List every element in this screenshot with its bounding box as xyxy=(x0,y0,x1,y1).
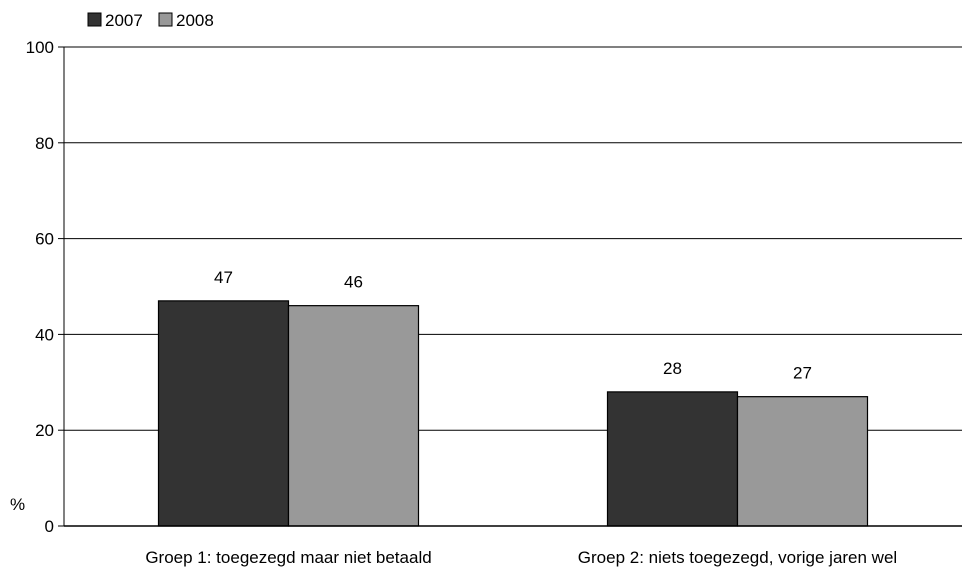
bar-2008 xyxy=(287,305,420,527)
bar-2007 xyxy=(157,300,290,527)
axes xyxy=(58,46,962,527)
category-label: Groep 1: toegezegd maar niet betaald xyxy=(145,548,431,567)
data-label: 27 xyxy=(793,364,812,383)
data-label: 47 xyxy=(214,268,233,287)
data-label: 28 xyxy=(663,359,682,378)
category-label: Groep 2: niets toegezegd, vorige jaren w… xyxy=(578,548,897,567)
y-axis-label: % xyxy=(10,495,25,514)
legend: 2007 2008 xyxy=(87,11,214,30)
data-labels: 47 46 28 27 xyxy=(214,268,812,383)
y-tick-labels: 0 20 40 60 80 100 xyxy=(26,38,54,536)
bars xyxy=(157,300,869,527)
y-tick-label: 20 xyxy=(35,421,54,440)
y-tick-label: 80 xyxy=(35,134,54,153)
y-tick-label: 0 xyxy=(45,517,54,536)
bar-2007 xyxy=(606,391,739,527)
category-labels: Groep 1: toegezegd maar niet betaald Groe… xyxy=(145,548,897,567)
legend-swatch-2007 xyxy=(87,12,102,27)
y-tick-label: 60 xyxy=(35,230,54,249)
legend-label: 2008 xyxy=(176,11,214,30)
bar-2008 xyxy=(736,396,869,527)
y-tick-label: 100 xyxy=(26,38,54,57)
y-tick-label: 40 xyxy=(35,325,54,344)
data-label: 46 xyxy=(344,273,363,292)
legend-label: 2007 xyxy=(105,11,143,30)
legend-swatch-2008 xyxy=(158,12,173,27)
